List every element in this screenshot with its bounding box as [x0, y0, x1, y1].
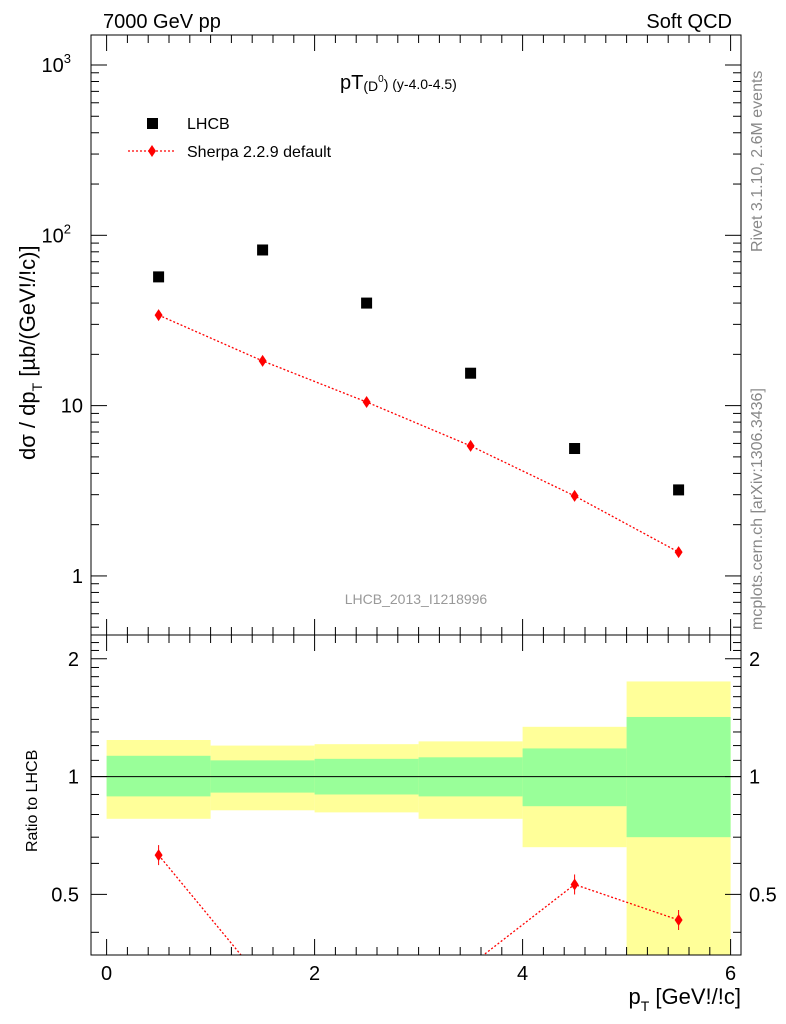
- main-title: pT(D0) (y-4.0-4.5): [340, 72, 457, 94]
- sherpa-line: [158, 314, 679, 553]
- main-ytick-label: 103: [42, 51, 71, 77]
- ratio-xlabel-sub: T: [641, 998, 650, 1014]
- ratio-ytick-label: 2: [68, 649, 79, 671]
- main-ylabel: dσ / dpT [µb/(GeV!/!c)]: [15, 245, 45, 460]
- sherpa-point: [466, 439, 475, 452]
- ratio-ytick-label-right: 1: [749, 767, 760, 789]
- ratio-band-inner: [626, 716, 731, 838]
- lhcb-point: [361, 297, 373, 309]
- sherpa-point: [674, 546, 683, 559]
- ratio-sherpa-line: [158, 854, 679, 955]
- main-ylabel-sub: T: [29, 382, 45, 391]
- ratio-panel: 0.5 0.5 1 1 2 2 0 2 4 6 Ratio to LHCB pT [GeV!/!c…: [24, 634, 777, 1014]
- main-ytick-exponent: 2: [64, 221, 71, 236]
- sherpa-point: [154, 309, 163, 322]
- legend-marker-sherpa: [148, 145, 156, 157]
- ratio-series-group: [154, 845, 683, 955]
- ratio-xtick-label: 6: [725, 963, 736, 985]
- ratio-sherpa-point: [154, 849, 163, 862]
- ratio-sherpa-point: [570, 878, 579, 891]
- ratio-band-inner: [522, 748, 627, 807]
- sherpa-point: [570, 489, 579, 502]
- ratio-frame: [90, 634, 742, 956]
- rivet-label: Rivet 3.1.10, 2.6M events: [749, 71, 766, 252]
- ratio-axes: 0.5 0.5 1 1 2 2 0 2 4 6: [51, 635, 777, 985]
- main-ytick-exponent: 3: [64, 51, 71, 66]
- lhcb-point: [673, 484, 685, 496]
- ratio-ytick-label-right: 2: [749, 649, 760, 671]
- main-axes: 1 10 102 103: [42, 35, 741, 635]
- main-ytick-label: 10: [61, 396, 83, 418]
- main-ytick-label: 1: [72, 566, 83, 588]
- ratio-ytick-label: 1: [68, 767, 79, 789]
- ratio-ytick-label-right: 0.5: [749, 884, 777, 906]
- main-title-sub: (D: [363, 78, 378, 94]
- lhcb-point: [569, 443, 581, 455]
- ratio-ytick-label: 0.5: [51, 884, 79, 906]
- ratio-xlabel: pT [GeV!/!c]: [628, 984, 741, 1014]
- ratio-xtick-label: 2: [309, 963, 320, 985]
- main-title-sup: 0: [378, 74, 384, 85]
- legend: LHCB Sherpa 2.2.9 default: [128, 116, 332, 161]
- legend-label-lhcb: LHCB: [187, 116, 230, 133]
- ratio-data-layer: [154, 845, 683, 955]
- main-ytick-label: 102: [42, 221, 71, 247]
- ratio-sherpa-point: [674, 914, 683, 927]
- ratio-bands-layer: [106, 681, 731, 955]
- legend-label-sherpa: Sherpa 2.2.9 default: [187, 144, 332, 161]
- legend-marker-lhcb: [147, 118, 158, 129]
- lhcb-point: [153, 271, 165, 283]
- main-panel: 1 10 102 103 pT(D0) (y-4.0-4.5) LHCB_2013_I…: [15, 34, 742, 636]
- sherpa-point: [258, 354, 267, 367]
- energy-label: 7000 GeV pp: [103, 11, 221, 33]
- ratio-xtick-label: 0: [101, 963, 112, 985]
- main-title-tail: ) (y-4.0-4.5): [384, 76, 457, 92]
- ratio-ylabel: Ratio to LHCB: [24, 750, 41, 852]
- ratio-xlabel-units: [GeV!/!c]: [649, 984, 741, 1009]
- site-label: mcplots.cern.ch [arXiv:1306.3436]: [749, 388, 766, 630]
- main-data-layer: [153, 244, 685, 559]
- lhcb-point: [257, 244, 269, 256]
- process-label: Soft QCD: [646, 11, 732, 33]
- main-ylabel-units: [µb/(GeV!/!c)]: [15, 245, 40, 382]
- main-title-main: pT: [340, 72, 363, 94]
- ratio-xtick-label: 4: [517, 963, 528, 985]
- sherpa-point: [362, 396, 371, 409]
- watermark: LHCB_2013_I1218996: [345, 591, 488, 607]
- lhcb-point: [465, 367, 477, 379]
